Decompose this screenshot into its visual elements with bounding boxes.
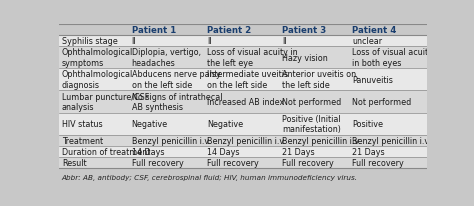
- Text: HIV status: HIV status: [62, 119, 102, 129]
- Text: Benzyl penicillin i.v.: Benzyl penicillin i.v.: [282, 136, 361, 145]
- Text: Duration of treatment: Duration of treatment: [62, 147, 150, 156]
- Bar: [204, 157, 280, 168]
- Text: Loss of visual acuity
in both eyes: Loss of visual acuity in both eyes: [352, 48, 433, 68]
- Bar: [349, 47, 427, 69]
- Text: unclear: unclear: [352, 37, 382, 46]
- Bar: [59, 25, 129, 36]
- Text: Positive (Initial
manifestation): Positive (Initial manifestation): [282, 114, 341, 134]
- Text: Full recovery: Full recovery: [352, 158, 404, 167]
- Bar: [59, 36, 129, 47]
- Bar: [129, 25, 204, 36]
- Bar: [129, 69, 204, 91]
- Bar: [349, 91, 427, 113]
- Bar: [59, 113, 129, 135]
- Text: Hazy vision: Hazy vision: [282, 53, 328, 62]
- Text: Ophthalmological
symptoms: Ophthalmological symptoms: [62, 48, 133, 68]
- Bar: [129, 157, 204, 168]
- Text: II: II: [207, 37, 211, 46]
- Text: Lumbar puncture/CSF
analysis: Lumbar puncture/CSF analysis: [62, 92, 149, 112]
- Text: 21 Days: 21 Days: [282, 147, 315, 156]
- Text: 14 Days: 14 Days: [132, 147, 164, 156]
- Text: Loss of visual acuity in
the left eye: Loss of visual acuity in the left eye: [207, 48, 298, 68]
- Text: 14 Days: 14 Days: [207, 147, 239, 156]
- Bar: [349, 135, 427, 146]
- Text: Not performed: Not performed: [282, 97, 341, 107]
- Bar: [280, 47, 349, 69]
- Text: II: II: [282, 37, 287, 46]
- Text: Full recovery: Full recovery: [132, 158, 183, 167]
- Text: Benzyl penicillin i.v.: Benzyl penicillin i.v.: [352, 136, 431, 145]
- Bar: [280, 135, 349, 146]
- Bar: [59, 91, 129, 113]
- Text: Abbr: AB, antibody; CSF, cerebrospinal fluid; HIV, human immunodeficiency virus.: Abbr: AB, antibody; CSF, cerebrospinal f…: [61, 174, 357, 180]
- Text: Full recovery: Full recovery: [282, 158, 334, 167]
- Text: Benzyl penicillin i.v.: Benzyl penicillin i.v.: [132, 136, 210, 145]
- Bar: [349, 69, 427, 91]
- Text: Full recovery: Full recovery: [207, 158, 259, 167]
- Text: II: II: [132, 37, 136, 46]
- Text: Result: Result: [62, 158, 86, 167]
- Bar: [349, 157, 427, 168]
- Text: No signs of intrathecal
AB synthesis: No signs of intrathecal AB synthesis: [132, 92, 222, 112]
- Bar: [59, 135, 129, 146]
- Text: Increased AB index: Increased AB index: [207, 97, 284, 107]
- Bar: [280, 91, 349, 113]
- Bar: [280, 157, 349, 168]
- Text: Diplopia, vertigo,
headaches: Diplopia, vertigo, headaches: [132, 48, 201, 68]
- Text: Patient 1: Patient 1: [132, 26, 176, 35]
- Bar: [204, 113, 280, 135]
- Bar: [349, 36, 427, 47]
- Bar: [280, 36, 349, 47]
- Text: 21 Days: 21 Days: [352, 147, 385, 156]
- Text: Patient 4: Patient 4: [352, 26, 396, 35]
- Bar: [204, 47, 280, 69]
- Bar: [129, 135, 204, 146]
- Text: Anterior uveitis on
the left side: Anterior uveitis on the left side: [282, 70, 356, 90]
- Bar: [129, 113, 204, 135]
- Text: Syphilis stage: Syphilis stage: [62, 37, 118, 46]
- Text: Not performed: Not performed: [352, 97, 411, 107]
- Bar: [129, 36, 204, 47]
- Bar: [204, 91, 280, 113]
- Bar: [204, 135, 280, 146]
- Text: Patient 2: Patient 2: [207, 26, 251, 35]
- Bar: [280, 69, 349, 91]
- Text: Ophthalmological
diagnosis: Ophthalmological diagnosis: [62, 70, 133, 90]
- Bar: [349, 25, 427, 36]
- Bar: [204, 36, 280, 47]
- Bar: [204, 69, 280, 91]
- Bar: [204, 146, 280, 157]
- Bar: [280, 146, 349, 157]
- Text: Intermediate uveitis
on the left side: Intermediate uveitis on the left side: [207, 70, 288, 90]
- Text: Abducens nerve palsy
on the left side: Abducens nerve palsy on the left side: [132, 70, 220, 90]
- Text: Negative: Negative: [132, 119, 168, 129]
- Bar: [59, 146, 129, 157]
- Bar: [59, 47, 129, 69]
- Text: Treatment: Treatment: [62, 136, 103, 145]
- Bar: [59, 157, 129, 168]
- Bar: [129, 47, 204, 69]
- Text: Negative: Negative: [207, 119, 243, 129]
- Text: Positive: Positive: [352, 119, 383, 129]
- Bar: [280, 25, 349, 36]
- Bar: [204, 25, 280, 36]
- Bar: [349, 146, 427, 157]
- Bar: [349, 113, 427, 135]
- Bar: [129, 146, 204, 157]
- Text: Benzyl penicillin i.v.: Benzyl penicillin i.v.: [207, 136, 286, 145]
- Text: Panuveitis: Panuveitis: [352, 75, 393, 84]
- Text: Patient 3: Patient 3: [282, 26, 327, 35]
- Bar: [59, 69, 129, 91]
- Bar: [129, 91, 204, 113]
- Bar: [280, 113, 349, 135]
